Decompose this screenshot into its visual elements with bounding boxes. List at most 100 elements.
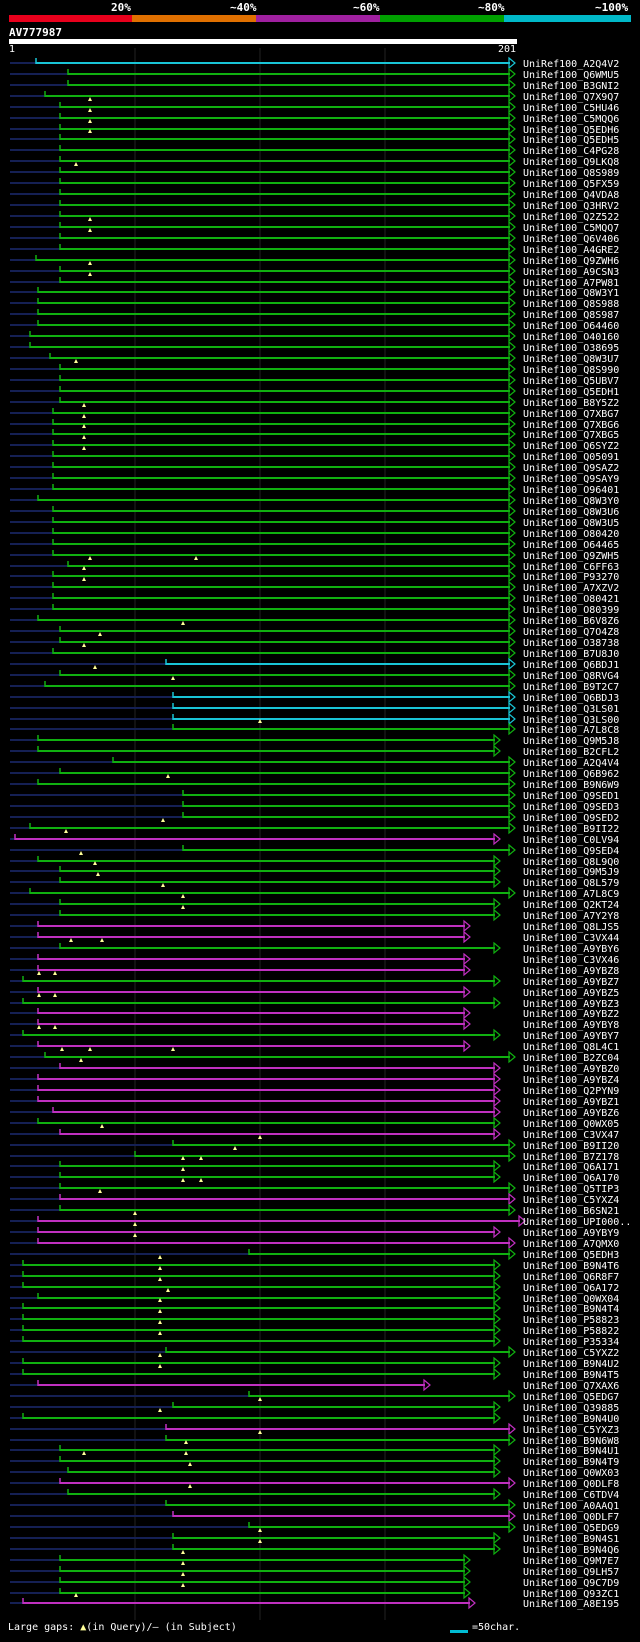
hit-label[interactable]: UniRef100_O64465 [523, 540, 619, 551]
hit-label[interactable]: UniRef100_Q7XBG5 [523, 430, 619, 441]
hit-label[interactable]: UniRef100_UPI000.. [523, 1217, 631, 1228]
hit-label[interactable]: UniRef100_B9N4T4 [523, 1304, 619, 1315]
hit-label[interactable]: UniRef100_Q8W3U7 [523, 354, 619, 365]
hit-label[interactable]: UniRef100_B9II20 [523, 1141, 619, 1152]
hit-label[interactable]: UniRef100_B3GNI2 [523, 81, 619, 92]
hit-label[interactable]: UniRef100_A9YBY6 [523, 944, 619, 955]
hit-label[interactable]: UniRef100_Q8S988 [523, 299, 619, 310]
hit-label[interactable]: UniRef100_A7PW81 [523, 278, 619, 289]
hit-label[interactable]: UniRef100_A9YBY9 [523, 1228, 619, 1239]
hit-label[interactable]: UniRef100_Q2PYN9 [523, 1086, 619, 1097]
hit-label[interactable]: UniRef100_C6TDV4 [523, 1490, 619, 1501]
hit-label[interactable]: UniRef100_Q9SAY9 [523, 474, 619, 485]
hit-label[interactable]: UniRef100_C5HU46 [523, 103, 619, 114]
hit-label[interactable]: UniRef100_B7Z178 [523, 1152, 619, 1163]
hit-label[interactable]: UniRef100_Q05091 [523, 452, 619, 463]
hit-label[interactable]: UniRef100_B9N4T9 [523, 1457, 619, 1468]
hit-label[interactable]: UniRef100_Q6A170 [523, 1173, 619, 1184]
hit-label[interactable]: UniRef100_Q6A172 [523, 1283, 619, 1294]
hit-label[interactable]: UniRef100_Q5EDH3 [523, 1250, 619, 1261]
hit-label[interactable]: UniRef100_A9YBZ5 [523, 988, 619, 999]
hit-label[interactable]: UniRef100_Q8RVG4 [523, 671, 619, 682]
hit-label[interactable]: UniRef100_Q9M7E7 [523, 1556, 619, 1567]
hit-label[interactable]: UniRef100_C6FF63 [523, 562, 619, 573]
hit-label[interactable]: UniRef100_B2ZC04 [523, 1053, 619, 1064]
hit-label[interactable]: UniRef100_A7L8C8 [523, 725, 619, 736]
hit-label[interactable]: UniRef100_Q7X9Q7 [523, 92, 619, 103]
hit-label[interactable]: UniRef100_Q6A171 [523, 1162, 619, 1173]
hit-label[interactable]: UniRef100_Q8W3Y0 [523, 496, 619, 507]
hit-label[interactable]: UniRef100_Q8S990 [523, 365, 619, 376]
hit-label[interactable]: UniRef100_P58823 [523, 1315, 619, 1326]
hit-label[interactable]: UniRef100_Q8W3U5 [523, 518, 619, 529]
hit-label[interactable]: UniRef100_B9N6W8 [523, 1436, 619, 1447]
hit-label[interactable]: UniRef100_A9YBZ8 [523, 966, 619, 977]
hit-label[interactable]: UniRef100_Q9SAZ2 [523, 463, 619, 474]
hit-label[interactable]: UniRef100_C5MQQ6 [523, 114, 619, 125]
hit-label[interactable]: UniRef100_B9N4Q6 [523, 1545, 619, 1556]
hit-label[interactable]: UniRef100_A9YBZ3 [523, 999, 619, 1010]
hit-label[interactable]: UniRef100_B9N4U1 [523, 1446, 619, 1457]
hit-label[interactable]: UniRef100_B6SN21 [523, 1206, 619, 1217]
hit-label[interactable]: UniRef100_C5YXZ4 [523, 1195, 619, 1206]
hit-label[interactable]: UniRef100_Q3LS00 [523, 715, 619, 726]
hit-label[interactable]: UniRef100_Q5EDH5 [523, 135, 619, 146]
hit-label[interactable]: UniRef100_O38695 [523, 343, 619, 354]
hit-label[interactable]: UniRef100_C4PG28 [523, 146, 619, 157]
hit-label[interactable]: UniRef100_C3VX46 [523, 955, 619, 966]
hit-label[interactable]: UniRef100_A2Q4V4 [523, 758, 619, 769]
hit-label[interactable]: UniRef100_Q6WMU5 [523, 70, 619, 81]
hit-label[interactable]: UniRef100_A7QMX0 [523, 1239, 619, 1250]
hit-label[interactable]: UniRef100_Q9ZWH6 [523, 256, 619, 267]
hit-label[interactable]: UniRef100_Q8LJS5 [523, 922, 619, 933]
hit-label[interactable]: UniRef100_C3VX44 [523, 933, 619, 944]
hit-label[interactable]: UniRef100_A7Y2Y8 [523, 911, 619, 922]
hit-label[interactable]: UniRef100_C5YXZ3 [523, 1425, 619, 1436]
hit-label[interactable]: UniRef100_A9YBZ6 [523, 1108, 619, 1119]
hit-label[interactable]: UniRef100_Q8L4C1 [523, 1042, 619, 1053]
hit-label[interactable]: UniRef100_Q9M5J8 [523, 736, 619, 747]
hit-label[interactable]: UniRef100_B9N4T6 [523, 1261, 619, 1272]
hit-label[interactable]: UniRef100_B9T2C7 [523, 682, 619, 693]
hit-label[interactable]: UniRef100_Q8W3Y1 [523, 288, 619, 299]
hit-label[interactable]: UniRef100_Q5FX59 [523, 179, 619, 190]
hit-label[interactable]: UniRef100_Q9SED4 [523, 846, 619, 857]
hit-label[interactable]: UniRef100_Q4VDA8 [523, 190, 619, 201]
hit-label[interactable]: UniRef100_Q9LKQ8 [523, 157, 619, 168]
hit-label[interactable]: UniRef100_A9YBY7 [523, 1031, 619, 1042]
hit-label[interactable]: UniRef100_Q2Z522 [523, 212, 619, 223]
hit-label[interactable]: UniRef100_Q6R8F7 [523, 1272, 619, 1283]
hit-label[interactable]: UniRef100_Q93ZC1 [523, 1589, 619, 1600]
hit-label[interactable]: UniRef100_Q0DLF7 [523, 1512, 619, 1523]
hit-label[interactable]: UniRef100_B8Y5Z2 [523, 398, 619, 409]
hit-label[interactable]: UniRef100_A0AAQ1 [523, 1501, 619, 1512]
hit-label[interactable]: UniRef100_O80399 [523, 605, 619, 616]
hit-label[interactable]: UniRef100_B7U8J0 [523, 649, 619, 660]
hit-label[interactable]: UniRef100_B9N4U2 [523, 1359, 619, 1370]
hit-label[interactable]: UniRef100_Q9SED3 [523, 802, 619, 813]
hit-label[interactable]: UniRef100_A4GRE2 [523, 245, 619, 256]
hit-label[interactable]: UniRef100_A9YBZ2 [523, 1009, 619, 1020]
hit-label[interactable]: UniRef100_Q6BDJ1 [523, 660, 619, 671]
hit-label[interactable]: UniRef100_Q7XBG6 [523, 420, 619, 431]
hit-label[interactable]: UniRef100_P35334 [523, 1337, 619, 1348]
hit-label[interactable]: UniRef100_Q2KT24 [523, 900, 619, 911]
hit-label[interactable]: UniRef100_Q7XBG7 [523, 409, 619, 420]
hit-label[interactable]: UniRef100_O40160 [523, 332, 619, 343]
hit-label[interactable]: UniRef100_Q6V406 [523, 234, 619, 245]
hit-label[interactable]: UniRef100_Q5UBV7 [523, 376, 619, 387]
hit-label[interactable]: UniRef100_Q6SYZ2 [523, 441, 619, 452]
hit-label[interactable]: UniRef100_A9YBY8 [523, 1020, 619, 1031]
hit-label[interactable]: UniRef100_O80420 [523, 529, 619, 540]
hit-label[interactable]: UniRef100_B9N4S1 [523, 1534, 619, 1545]
hit-label[interactable]: UniRef100_C5MQQ7 [523, 223, 619, 234]
query-name[interactable]: AV777987 [9, 26, 62, 39]
hit-label[interactable]: UniRef100_A9CSN3 [523, 267, 619, 278]
hit-label[interactable]: UniRef100_B9N4T5 [523, 1370, 619, 1381]
hit-label[interactable]: UniRef100_O80421 [523, 594, 619, 605]
hit-label[interactable]: UniRef100_P58822 [523, 1326, 619, 1337]
hit-label[interactable]: UniRef100_Q3HRV2 [523, 201, 619, 212]
hit-label[interactable]: UniRef100_A9YBZ4 [523, 1075, 619, 1086]
hit-label[interactable]: UniRef100_Q6BDJ3 [523, 693, 619, 704]
hit-label[interactable]: UniRef100_O64460 [523, 321, 619, 332]
